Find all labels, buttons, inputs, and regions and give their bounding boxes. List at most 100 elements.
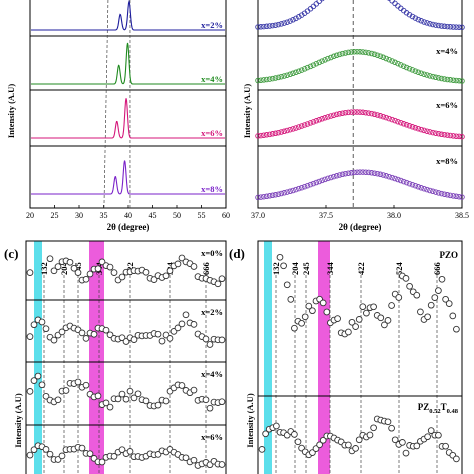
- panel-c-series-point: [26, 388, 34, 395]
- panel-b-point: [287, 126, 293, 133]
- panel-c-series-point: [26, 451, 34, 459]
- panel-b-point: [275, 74, 282, 81]
- panel-b-point: [278, 129, 285, 135]
- panel-b-point: [255, 194, 261, 201]
- panel-b-point: [298, 123, 305, 129]
- panel-c-series-point: [190, 321, 198, 328]
- panel-d-series-point: [363, 309, 370, 317]
- panel-b-point: [444, 23, 451, 30]
- panel-b-point: [409, 181, 416, 188]
- panel-c-series-point: [106, 403, 114, 411]
- panel-d-series-point: [442, 295, 449, 303]
- panel-b-point: [438, 190, 445, 197]
- panel-b-point: [255, 24, 261, 30]
- panel-b-point: [310, 119, 317, 125]
- panel-b-point: [435, 130, 442, 137]
- panel-b-point: [275, 21, 282, 28]
- panel-d-series-point: [388, 302, 395, 309]
- panel-b-point: [290, 126, 296, 132]
- panel-d-series-point: [283, 281, 291, 289]
- panel-b-point: [290, 70, 296, 77]
- panel-b-point: [307, 63, 314, 70]
- panel-b-point: [433, 189, 439, 195]
- panel-b-point: [424, 128, 430, 134]
- panel-c-series-point: [190, 263, 198, 270]
- panel-b-point: [333, 111, 340, 118]
- panel-c-ylabel: Intensity (A.U): [13, 393, 23, 447]
- panel-b-point: [424, 20, 430, 26]
- panel-c-cyan-band: [34, 241, 42, 474]
- panel-d-series-label: PZO: [439, 250, 458, 260]
- panel-d-series-point: [453, 455, 460, 463]
- panel-d-series-point: [370, 424, 377, 432]
- panel-b-point: [444, 132, 451, 138]
- panel-b-point: [319, 0, 325, 2]
- panel-b-point: [412, 15, 419, 21]
- panel-b-point: [348, 109, 355, 115]
- panel-d-series-point: [291, 431, 298, 438]
- panel-b-point: [383, 173, 389, 179]
- panel-b-point: [281, 190, 287, 196]
- panel-c-series-label: x=0%: [201, 248, 223, 258]
- panel-d-series-label-part: T: [441, 402, 447, 412]
- panel-c-series-point: [54, 263, 62, 270]
- panel-b-point: [406, 180, 413, 187]
- panel-a-xtick-label: 35: [100, 211, 108, 220]
- panel-c-series-point: [58, 328, 66, 336]
- panel-c-series-point: [118, 390, 126, 398]
- panel-b-point: [339, 50, 346, 57]
- panel-b-point: [365, 110, 372, 116]
- panel-c-series-point: [110, 453, 118, 460]
- panel-d-series-point: [359, 303, 367, 311]
- panel-b-point: [415, 125, 422, 132]
- panel-b-point: [424, 72, 430, 78]
- panel-b-point: [298, 67, 305, 73]
- panel-b-point: [272, 130, 279, 137]
- panel-c-series-point: [126, 387, 134, 395]
- panel-b-xtick-label: 38.5: [455, 211, 469, 220]
- panel-b-point: [441, 131, 448, 138]
- panel-a-series-label: x=8%: [201, 184, 223, 194]
- panel-c-series-point: [102, 326, 110, 334]
- panel-b-point: [459, 24, 465, 31]
- panel-a-xtick-label: 30: [75, 211, 83, 220]
- panel-b-point: [263, 193, 270, 200]
- panel-d-series-point: [435, 431, 442, 439]
- panel-a-series-line: [31, 42, 225, 85]
- panel-d-series-point: [273, 422, 280, 430]
- panel-b-point: [301, 66, 308, 72]
- panel-d-series-point: [355, 316, 363, 323]
- panel-d-ylabel: Intensity (A.U): [245, 393, 255, 447]
- panel-b-point: [386, 56, 392, 63]
- panel-c-series-point: [82, 275, 90, 283]
- panel-b-point: [447, 132, 454, 139]
- panel-c-series-point: [70, 264, 78, 272]
- panel-c-series-point: [190, 456, 198, 464]
- panel-b-xtick-label: 38.0: [387, 211, 401, 220]
- panel-b-point: [456, 77, 462, 84]
- panel-c-series-point: [106, 263, 114, 271]
- panel-d-series-point: [395, 294, 403, 301]
- panel-b-point: [336, 51, 343, 58]
- panel-d-series-point: [431, 294, 439, 301]
- panel-b-point: [360, 109, 366, 116]
- panel-b-point: [430, 129, 436, 136]
- panel-b-point: [331, 53, 337, 60]
- panel-b-point: [438, 131, 445, 138]
- panel-b-series-label: x=6%: [436, 100, 458, 110]
- panel-b-point: [377, 171, 384, 178]
- panel-c-series-point: [114, 395, 122, 403]
- panel-d-series-point: [280, 262, 287, 270]
- panel-b-point: [261, 23, 267, 30]
- panel-c-series-point: [182, 311, 190, 319]
- panel-d-series-point: [258, 446, 266, 453]
- panel-b-point: [345, 49, 352, 56]
- panel-d-series-point: [381, 321, 388, 329]
- panel-b-point: [363, 109, 369, 116]
- panel-b-point: [403, 179, 410, 186]
- panel-b-point: [287, 188, 293, 195]
- panel-d-series-point: [316, 441, 323, 449]
- panel-b-point: [374, 52, 381, 58]
- panel-c-series-point: [74, 378, 82, 386]
- panel-c-series-point: [118, 446, 126, 454]
